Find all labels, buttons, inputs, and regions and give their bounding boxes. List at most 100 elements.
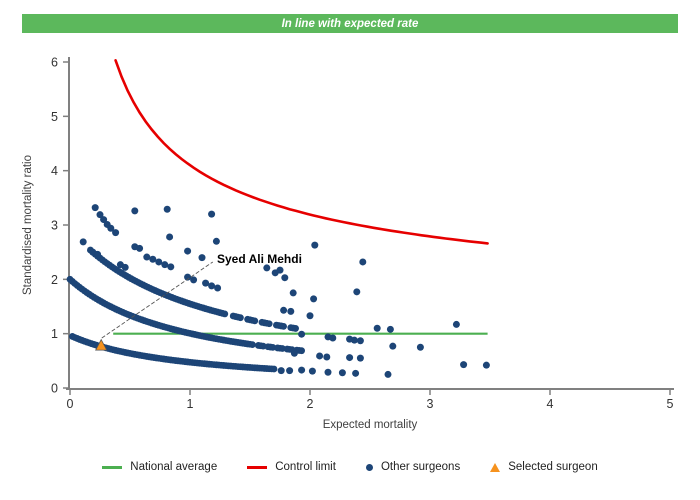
surgeon-point: [208, 210, 216, 218]
surgeon-point: [298, 366, 306, 374]
surgeon-point: [149, 255, 157, 263]
surgeon-point: [306, 312, 314, 320]
legend-label: Control limit: [275, 461, 336, 473]
legend-label: Selected surgeon: [508, 461, 598, 473]
y-tick-label: 5: [51, 110, 58, 124]
surgeon-point: [384, 370, 392, 378]
annotation-label: Syed Ali Mehdi: [217, 252, 302, 266]
surgeon-point: [100, 216, 108, 224]
surgeon-point: [323, 353, 331, 361]
surgeon-point: [166, 233, 174, 241]
legend-item-national-average: National average: [102, 461, 217, 473]
y-tick-label: 0: [51, 382, 58, 396]
surgeon-point: [94, 250, 102, 258]
surgeon-point: [276, 266, 284, 274]
surgeon-point: [352, 369, 360, 377]
legend-item-control-limit: Control limit: [247, 461, 336, 473]
surgeon-point: [311, 241, 319, 249]
x-tick-label: 3: [427, 397, 434, 411]
surgeon-point: [190, 276, 198, 284]
surgeon-point: [155, 258, 163, 266]
annotation-leader-line: [101, 261, 214, 339]
surgeon-point: [416, 343, 424, 351]
y-tick-label: 4: [51, 164, 58, 178]
x-tick-label: 5: [667, 397, 674, 411]
surgeon-point: [298, 330, 306, 338]
surgeon-point: [184, 273, 192, 281]
surgeon-point: [202, 279, 210, 287]
surgeon-point: [107, 224, 115, 232]
surgeon-point: [161, 261, 169, 269]
legend: National average Control limit Other sur…: [0, 461, 700, 473]
surgeon-point: [280, 306, 288, 314]
surgeon-point: [214, 284, 222, 292]
surgeon-point: [167, 263, 175, 271]
surgeon-point: [310, 295, 318, 303]
selected-surgeon-marker[interactable]: [95, 338, 108, 351]
y-tick-label: 6: [51, 56, 58, 70]
legend-label: National average: [130, 461, 218, 473]
control-limit-curve: [114, 59, 489, 245]
surgeon-point: [143, 253, 151, 261]
surgeon-point: [350, 336, 358, 344]
surgeon-point: [373, 324, 381, 332]
x-axis-title: Expected mortality: [323, 419, 418, 431]
surgeon-point: [324, 368, 332, 376]
x-tick-label: 0: [67, 397, 74, 411]
surgeon-points: [66, 204, 490, 378]
surgeon-point: [121, 263, 129, 271]
selected-surgeon-triangle-icon: [490, 462, 501, 472]
axes: 0 1 2 3 4 5 0 1 2 3 4 5 6: [51, 56, 674, 411]
selected-surgeon-annotation: [95, 261, 214, 351]
surgeon-point: [286, 367, 294, 375]
y-tick-label: 3: [51, 219, 58, 233]
surgeon-point: [136, 244, 144, 252]
y-tick-label: 2: [51, 273, 58, 287]
surgeon-point: [338, 369, 346, 377]
status-banner: In line with expected rate: [22, 14, 678, 33]
surgeon-point: [290, 349, 298, 357]
surgeon-point: [452, 320, 460, 328]
surgeon-point: [346, 354, 354, 362]
control-limit-line-icon: [247, 465, 268, 469]
y-tick-label: 1: [51, 327, 58, 341]
x-tick-label: 1: [187, 397, 194, 411]
surgeon-point: [277, 367, 285, 375]
surgeon-point: [460, 361, 468, 369]
surgeon-point: [308, 367, 316, 375]
surgeon-point: [289, 289, 297, 297]
legend-item-other-surgeons: Other surgeons: [365, 461, 461, 473]
surgeon-point: [356, 354, 364, 362]
surgeon-point: [263, 264, 271, 272]
surgeon-point: [163, 205, 171, 213]
national-average-line-icon: [102, 465, 123, 469]
surgeon-point: [91, 204, 99, 212]
surgeon-point: [212, 237, 220, 245]
surgeon-dot-icon: [365, 463, 373, 471]
surgeon-point: [184, 247, 192, 255]
surgeon-point: [316, 352, 324, 360]
legend-label: Other surgeons: [380, 461, 461, 473]
surgeon-point: [96, 211, 104, 219]
surgeon-point: [131, 207, 139, 215]
surgeon-point: [482, 361, 490, 369]
surgeon-point: [353, 288, 361, 296]
surgeon-point: [112, 229, 120, 237]
surgeon-point: [386, 325, 394, 333]
surgeon-point: [208, 282, 216, 290]
surgeon-point: [389, 342, 397, 350]
surgeon-point: [356, 337, 364, 345]
surgeon-point: [287, 307, 295, 315]
surgeon-point: [281, 274, 289, 282]
legend-item-selected-surgeon: Selected surgeon: [490, 461, 598, 473]
control-limit-curve: [114, 59, 489, 245]
surgeon-point: [359, 258, 367, 266]
x-tick-label: 2: [307, 397, 314, 411]
y-axis-title: Standardised mortality ratio: [22, 155, 34, 295]
surgeon-point: [198, 254, 206, 262]
status-banner-title: In line with expected rate: [281, 17, 419, 30]
surgeon-point: [79, 238, 87, 246]
x-tick-label: 4: [547, 397, 554, 411]
surgeon-point: [329, 334, 337, 342]
